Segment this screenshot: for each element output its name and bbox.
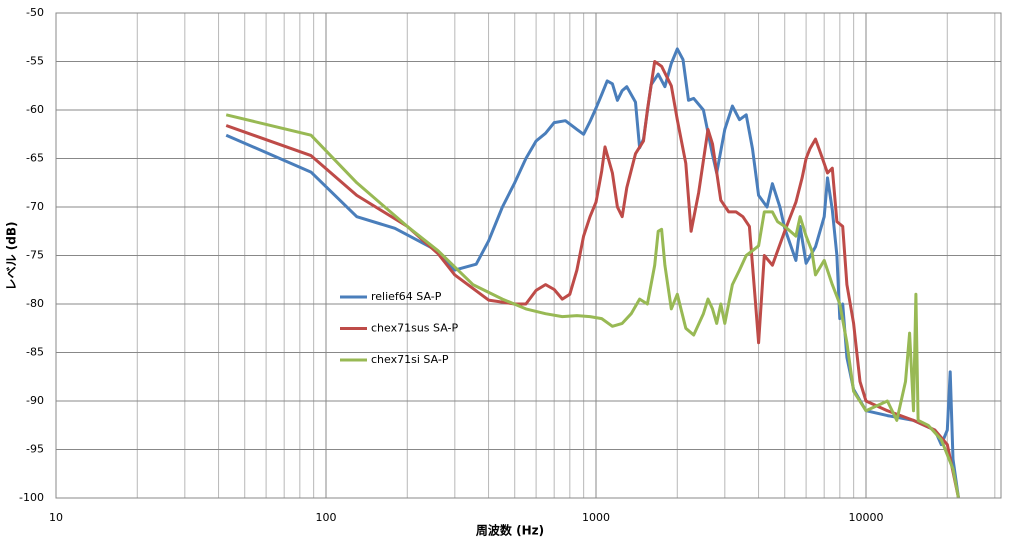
series-line <box>225 60 960 499</box>
y-tick-label: -85 <box>26 346 44 359</box>
y-tick-label: -80 <box>26 297 44 310</box>
y-tick-label: -90 <box>26 394 44 407</box>
legend-label: chex71si SA-P <box>371 353 449 366</box>
y-tick-label: -55 <box>26 55 44 68</box>
legend-label: chex71sus SA-P <box>371 322 458 335</box>
plot-border <box>55 12 1002 499</box>
x-tick-label: 100 <box>315 511 336 524</box>
series-layer <box>225 47 960 499</box>
y-tick-label: -100 <box>19 491 44 504</box>
y-tick-label: -60 <box>26 103 44 116</box>
x-tick-label: 10 <box>49 511 63 524</box>
y-tick-label: -95 <box>26 443 44 456</box>
x-tick-label: 1000 <box>582 511 610 524</box>
y-axis-title: レベル (dB) <box>5 222 19 291</box>
series-line <box>225 113 960 499</box>
x-axis-title: 周波数 (Hz) <box>476 523 544 538</box>
x-tick-label: 10000 <box>848 511 883 524</box>
y-tick-label: -50 <box>26 6 44 19</box>
y-tick-label: -65 <box>26 152 44 165</box>
legend-label: relief64 SA-P <box>371 290 442 303</box>
y-tick-label: -70 <box>26 200 44 213</box>
y-tick-label: -75 <box>26 249 44 262</box>
